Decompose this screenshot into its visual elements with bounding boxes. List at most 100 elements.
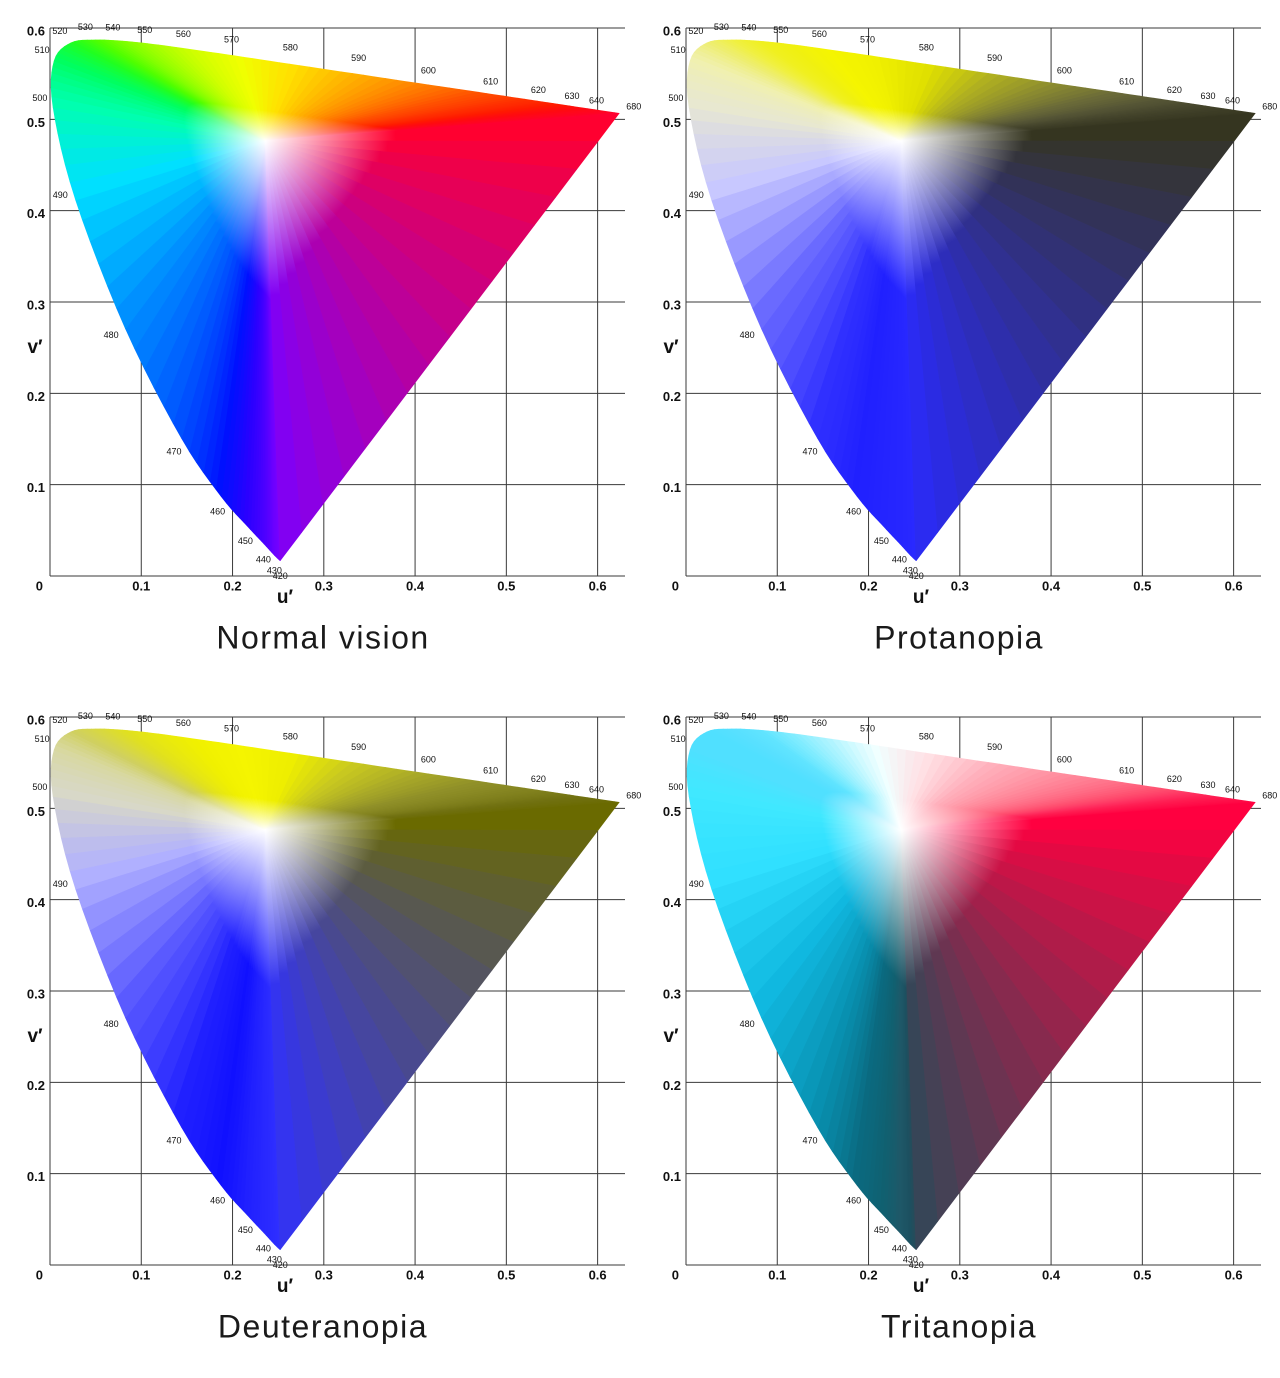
x-tick-label: 0.2 xyxy=(224,578,242,593)
x-tick-label: 0.5 xyxy=(497,1267,515,1282)
wavelength-label: 620 xyxy=(531,774,546,784)
x-tick-label: 0.5 xyxy=(1133,578,1151,593)
wavelength-label: 610 xyxy=(1119,766,1134,776)
wavelength-label: 530 xyxy=(78,711,93,721)
y-axis-label: v′ xyxy=(27,337,43,358)
chart-title: Protanopia xyxy=(874,619,1044,655)
y-tick-label: 0.2 xyxy=(27,389,45,404)
x-tick-label: 0.6 xyxy=(589,578,607,593)
wavelength-label: 470 xyxy=(802,447,817,457)
wavelength-label: 500 xyxy=(32,782,47,792)
y-axis-label: v′ xyxy=(27,1026,43,1047)
wavelength-label: 530 xyxy=(78,22,93,32)
wavelength-label: 420 xyxy=(909,571,924,581)
x-tick-label: 0.4 xyxy=(406,1267,425,1282)
y-tick-label: 0.1 xyxy=(663,480,681,495)
wavelength-label: 570 xyxy=(224,35,239,45)
x-tick-label: 0.4 xyxy=(406,578,425,593)
wavelength-label: 550 xyxy=(137,25,152,35)
y-tick-label: 0.6 xyxy=(27,23,45,38)
wavelength-label: 580 xyxy=(919,732,934,742)
x-tick-label: 0 xyxy=(672,1267,679,1282)
x-tick-label: 0.5 xyxy=(1133,1267,1151,1282)
x-tick-label: 0 xyxy=(672,578,679,593)
wavelength-label: 630 xyxy=(1200,91,1215,101)
wavelength-label: 480 xyxy=(104,330,119,340)
wavelength-label: 440 xyxy=(892,1243,907,1253)
wavelength-label: 540 xyxy=(741,712,756,722)
wavelength-label: 480 xyxy=(740,1019,755,1029)
wavelength-label: 450 xyxy=(238,536,253,546)
y-tick-label: 0.5 xyxy=(663,115,681,130)
chart-title: Tritanopia xyxy=(881,1308,1037,1344)
chart-panel: 0 0.1 0.2 0.3 0.4 0.5 0.6 0.1 0.2 0.3 0.4 0.5 0.6 420… xyxy=(27,22,641,655)
y-tick-label: 0.4 xyxy=(27,206,46,221)
wavelength-label: 640 xyxy=(1225,784,1240,794)
wavelength-label: 520 xyxy=(688,715,703,725)
y-tick-label: 0.1 xyxy=(663,1169,681,1184)
wavelength-label: 600 xyxy=(421,65,436,75)
wavelength-label: 520 xyxy=(52,26,67,36)
x-tick-label: 0.3 xyxy=(951,1267,969,1282)
y-tick-label: 0.6 xyxy=(663,712,681,727)
wavelength-label: 490 xyxy=(53,879,68,889)
wavelength-label: 510 xyxy=(671,45,686,55)
wavelength-label: 460 xyxy=(846,506,861,516)
x-tick-label: 0.4 xyxy=(1042,1267,1061,1282)
y-tick-label: 0.6 xyxy=(663,23,681,38)
wavelength-label: 550 xyxy=(773,714,788,724)
x-tick-label: 0.3 xyxy=(315,1267,333,1282)
y-tick-label: 0.3 xyxy=(663,986,681,1001)
wavelength-label: 600 xyxy=(421,754,436,764)
wavelength-label: 520 xyxy=(688,26,703,36)
wavelength-label: 500 xyxy=(668,93,683,103)
wavelength-label: 520 xyxy=(52,715,67,725)
gamut-wedge xyxy=(265,829,302,1250)
wavelength-label: 560 xyxy=(176,718,191,728)
wavelength-label: 610 xyxy=(1119,77,1134,87)
wavelength-label: 440 xyxy=(256,554,271,564)
wavelength-label: 490 xyxy=(689,879,704,889)
wavelength-label: 430 xyxy=(903,566,918,576)
wavelength-label: 420 xyxy=(273,571,288,581)
chart-title: Deuteranopia xyxy=(218,1308,428,1344)
gamut-fill xyxy=(686,39,1256,561)
wavelength-label: 500 xyxy=(668,782,683,792)
wavelength-label: 680 xyxy=(1262,791,1277,801)
wavelength-label: 630 xyxy=(564,780,579,790)
wavelength-label: 470 xyxy=(166,447,181,457)
wavelength-label: 680 xyxy=(626,791,641,801)
y-tick-label: 0.4 xyxy=(663,206,682,221)
gamut-wedge xyxy=(901,829,938,1250)
wavelength-label: 590 xyxy=(987,53,1002,63)
gamut-fill xyxy=(686,728,1256,1250)
gamut-fill xyxy=(50,728,620,1250)
y-tick-label: 0.2 xyxy=(663,389,681,404)
wavelength-label: 560 xyxy=(812,718,827,728)
wavelength-label: 430 xyxy=(267,1255,282,1265)
wavelength-label: 510 xyxy=(671,734,686,744)
wavelength-label: 620 xyxy=(1167,774,1182,784)
wavelength-label: 500 xyxy=(32,93,47,103)
y-axis-label: v′ xyxy=(663,337,679,358)
wavelength-label: 570 xyxy=(860,724,875,734)
wavelength-label: 620 xyxy=(531,85,546,95)
wavelength-label: 610 xyxy=(483,77,498,87)
wavelength-label: 630 xyxy=(564,91,579,101)
x-tick-label: 0.1 xyxy=(768,1267,786,1282)
chart-title: Normal vision xyxy=(216,619,429,655)
wavelength-label: 470 xyxy=(166,1136,181,1146)
wavelength-label: 680 xyxy=(626,102,641,112)
wavelength-label: 460 xyxy=(210,1195,225,1205)
wavelength-label: 630 xyxy=(1200,780,1215,790)
wavelength-label: 420 xyxy=(273,1260,288,1270)
wavelength-label: 580 xyxy=(283,43,298,53)
wavelength-label: 550 xyxy=(137,714,152,724)
wavelength-label: 680 xyxy=(1262,102,1277,112)
y-tick-label: 0.3 xyxy=(27,297,45,312)
y-tick-label: 0.6 xyxy=(27,712,45,727)
wavelength-label: 490 xyxy=(53,190,68,200)
x-tick-label: 0.2 xyxy=(860,578,878,593)
